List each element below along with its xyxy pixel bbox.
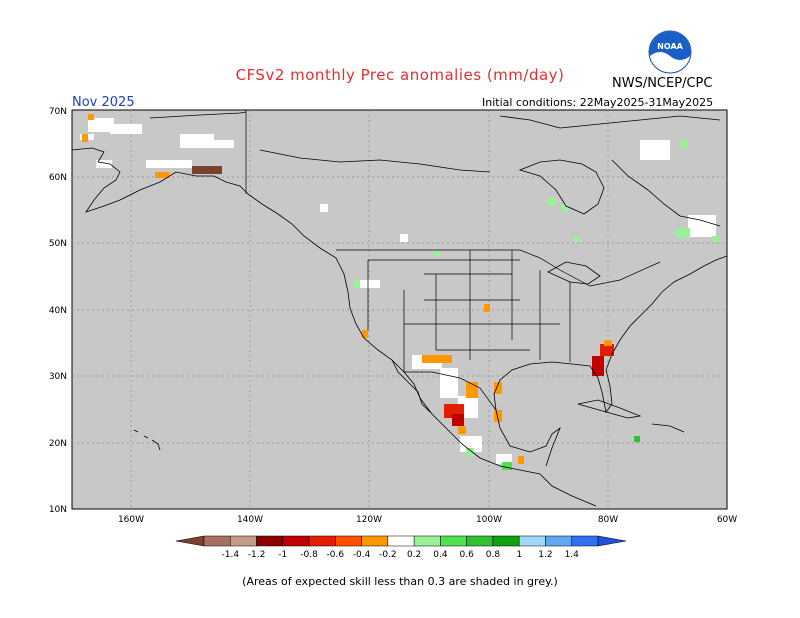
- colorbar-label: -0.6: [327, 550, 345, 560]
- initial-conditions-label: Initial conditions: 22May2025-31May2025: [482, 96, 714, 109]
- colorbar-label: 0.6: [460, 550, 475, 560]
- lat-label: 10N: [49, 505, 67, 515]
- lon-label: 160W: [118, 515, 144, 525]
- borders: [245, 110, 661, 411]
- colorbar-swatch: [387, 535, 415, 547]
- colorbar-swatch: [440, 535, 467, 547]
- colorbar-swatch: [518, 535, 546, 547]
- skill-note: (Areas of expected skill less than 0.3 a…: [242, 575, 558, 588]
- colorbar-label: -0.4: [353, 550, 371, 560]
- lat-label: 40N: [49, 306, 67, 316]
- lat-labels: 70N 60N 50N 40N 30N 20N 10N: [49, 107, 67, 515]
- colorbar-swatch: [413, 535, 441, 547]
- colorbar-swatch: [361, 535, 389, 547]
- chart-title: CFSv2 monthly Prec anomalies (mm/day): [235, 66, 565, 84]
- lat-label: 70N: [49, 107, 67, 117]
- colorbar-swatch: [466, 535, 494, 547]
- lon-label: 140W: [237, 515, 263, 525]
- lon-label: 120W: [356, 515, 382, 525]
- colorbar-swatch: [545, 535, 572, 547]
- lat-label: 60N: [49, 173, 67, 183]
- colorbar: -1.4 -1.2 -1 -0.8 -0.6 -0.4 -0.2 0.2 0.4 0.6 0.8 1 1…: [175, 535, 627, 560]
- map-area: [71, 109, 728, 510]
- lon-label: 100W: [476, 515, 502, 525]
- lon-label: 60W: [717, 515, 737, 525]
- colorbar-label: -0.2: [379, 550, 397, 560]
- colorbar-swatch: [256, 535, 284, 547]
- noaa-logo-icon: NOAA: [648, 30, 692, 74]
- colorbar-label: -1.2: [248, 550, 266, 560]
- colorbar-label: 1.4: [565, 550, 580, 560]
- colorbar-swatch: [335, 535, 362, 547]
- colorbar-end-low: [175, 535, 205, 547]
- colorbar-label: 0.8: [486, 550, 501, 560]
- lat-label: 20N: [49, 439, 67, 449]
- colorbar-swatch: [571, 535, 599, 547]
- lon-label: 80W: [598, 515, 618, 525]
- svg-text:NOAA: NOAA: [657, 42, 683, 51]
- lon-labels: 160W 140W 120W 100W 80W 60W: [118, 515, 737, 525]
- colorbar-label: 1: [516, 550, 522, 560]
- valid-month-label: Nov 2025: [72, 95, 135, 110]
- colorbar-label: -0.8: [300, 550, 318, 560]
- colorbar-label: 1.2: [538, 550, 552, 560]
- colorbar-label: -1.4: [221, 550, 239, 560]
- colorbar-swatch: [308, 535, 336, 547]
- wet-cells: [354, 140, 720, 470]
- agency-label: NWS/NCEP/CPC: [612, 76, 713, 91]
- colorbar-label: 0.2: [407, 550, 421, 560]
- colorbar-swatch: [282, 535, 310, 547]
- neutral-cells: [80, 118, 716, 464]
- coastlines: [71, 111, 728, 507]
- graticule: [72, 110, 727, 509]
- lat-label: 30N: [49, 372, 67, 382]
- colorbar-swatch: [230, 535, 257, 547]
- colorbar-label: 0.4: [433, 550, 448, 560]
- dry-cells: [82, 114, 614, 464]
- colorbar-end-high: [597, 535, 627, 547]
- colorbar-swatch: [203, 535, 231, 547]
- colorbar-swatch: [492, 535, 520, 547]
- colorbar-label: -1: [278, 550, 287, 560]
- lat-label: 50N: [49, 239, 67, 249]
